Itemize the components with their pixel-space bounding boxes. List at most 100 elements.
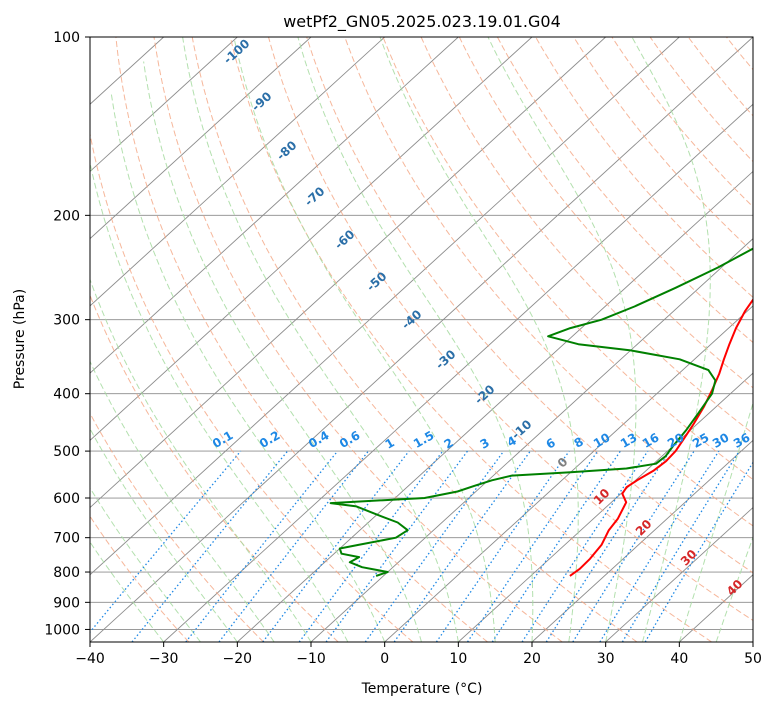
moist-adiabat-line — [143, 61, 422, 642]
moist-adiabat-line — [90, 160, 349, 642]
moist-adiabat-line — [90, 278, 312, 642]
isotherm-line — [458, 372, 753, 642]
dry-adiabat-line — [229, 37, 712, 642]
x-tick-label: 40 — [670, 651, 688, 667]
moist-adiabat-label: 0 — [555, 455, 571, 471]
y-tick-label: 500 — [53, 444, 80, 460]
dry-adiabat-line — [268, 37, 753, 622]
moist-adiabat-line — [182, 37, 459, 642]
dry-adiabat-line — [726, 37, 753, 71]
dry-adiabat-line — [90, 293, 339, 642]
mixing-ratio-label: 0.4 — [306, 428, 331, 451]
dry-adiabat-label: -20 — [472, 382, 497, 407]
isotherm-lines — [90, 37, 753, 642]
dry-adiabat-line — [765, 37, 775, 642]
isotherm-line — [752, 641, 753, 642]
y-tick-label: 900 — [53, 595, 80, 611]
x-tick-label: 10 — [449, 651, 467, 667]
mixing-ratio-lines — [90, 450, 753, 642]
dry-adiabat-line — [191, 37, 638, 642]
dry-adiabat-line — [306, 37, 753, 574]
y-axis-ticks: 100 200 300 400 500 600 700 800 900 1000 — [44, 30, 90, 638]
isotherm-line — [90, 37, 606, 509]
mixing-ratio-line — [364, 450, 505, 642]
mixing-ratio-label: 0.2 — [257, 428, 282, 451]
mixing-ratio-label: 0.1 — [210, 428, 235, 451]
isotherm-line — [90, 37, 533, 441]
moist-adiabat-label: 20 — [633, 517, 655, 539]
inline-line-labels: -100-90-80-70-60-50-40-30-20-100.1 0.2 0.4… — [210, 37, 752, 599]
dry-adiabat-label: -50 — [364, 269, 389, 294]
isotherm-line — [90, 37, 312, 240]
moist-adiabat-label: 30 — [678, 547, 700, 569]
isotherm-line — [237, 170, 753, 642]
mixing-ratio-line — [435, 450, 570, 642]
y-tick-label: 1000 — [44, 622, 80, 638]
dry-adiabat-line — [611, 37, 753, 208]
moist-adiabat-lines — [90, 37, 753, 642]
x-tick-label: −40 — [75, 651, 105, 667]
mixing-ratio-line — [521, 450, 649, 642]
isotherm-line — [163, 103, 753, 642]
mixing-ratio-label: 1 — [383, 435, 397, 451]
isotherm-line — [384, 305, 753, 642]
dry-adiabat-line — [90, 515, 190, 642]
profile-series — [329, 247, 753, 577]
mixing-ratio-label: 30 — [710, 430, 731, 450]
dry-adiabat-label: -90 — [249, 89, 274, 114]
moist-adiabat-line — [297, 37, 534, 642]
y-tick-label: 300 — [53, 313, 80, 329]
mixing-ratio-line — [185, 450, 339, 642]
x-tick-label: 30 — [597, 651, 615, 667]
dry-adiabat-line — [496, 37, 753, 344]
moist-adiabat-line — [90, 360, 275, 642]
mixing-ratio-label: 1.5 — [411, 428, 436, 451]
mixing-ratio-label: 36 — [731, 430, 752, 450]
dry-adiabat-line — [90, 412, 264, 642]
x-tick-label: −10 — [296, 651, 326, 667]
y-axis-label: Pressure (hPa) — [12, 289, 28, 389]
moist-adiabat-label: 40 — [724, 577, 746, 599]
dry-adiabat-label: -30 — [433, 347, 458, 372]
y-tick-label: 600 — [53, 491, 80, 507]
mixing-ratio-label: 10 — [591, 430, 612, 450]
dry-adiabat-label: -70 — [302, 184, 327, 209]
dry-adiabat-line — [573, 37, 753, 253]
x-tick-label: −30 — [149, 651, 179, 667]
dry-adiabat-line — [115, 37, 488, 642]
moist-adiabat-line — [715, 535, 753, 642]
moist-adiabat-line — [90, 487, 201, 642]
mixing-ratio-line — [545, 450, 671, 642]
moist-adiabat-line — [110, 94, 386, 642]
mixing-ratio-line — [131, 450, 289, 642]
x-tick-label: 50 — [744, 651, 762, 667]
dry-adiabat-line — [535, 37, 753, 298]
dry-adiabat-label: -40 — [399, 307, 424, 332]
dry-adiabat-line — [382, 37, 753, 481]
isotherm-line — [90, 37, 753, 642]
x-tick-label: 0 — [380, 651, 389, 667]
mixing-ratio-line — [90, 450, 242, 634]
dry-adiabat-lines — [90, 37, 775, 642]
mixing-ratio-line — [572, 450, 695, 642]
moist-adiabat-line — [379, 37, 579, 642]
moist-adiabat-line — [90, 427, 238, 642]
mixing-ratio-label: 2 — [442, 435, 456, 451]
mixing-ratio-line — [298, 450, 444, 642]
moist-adiabat-line — [233, 37, 496, 642]
y-tick-label: 400 — [53, 387, 80, 403]
mixing-ratio-label: 13 — [618, 430, 639, 450]
plot-frame — [89, 36, 754, 643]
x-tick-label: −20 — [223, 651, 253, 667]
dry-adiabat-line — [153, 37, 563, 642]
mixing-ratio-label: 16 — [640, 430, 661, 450]
y-tick-label: 200 — [53, 208, 80, 224]
dry-adiabat-line — [649, 37, 753, 163]
mixing-ratio-line — [393, 450, 531, 642]
mixing-ratio-line — [325, 450, 469, 642]
isotherm-line — [531, 439, 753, 642]
x-axis-ticks: −40 −30 −20 −10 0 10 20 30 40 50 — [75, 642, 762, 667]
mixing-ratio-label: 0.6 — [337, 428, 362, 451]
plot-area: -100-90-80-70-60-50-40-30-20-100.1 0.2 0.4… — [90, 37, 775, 642]
